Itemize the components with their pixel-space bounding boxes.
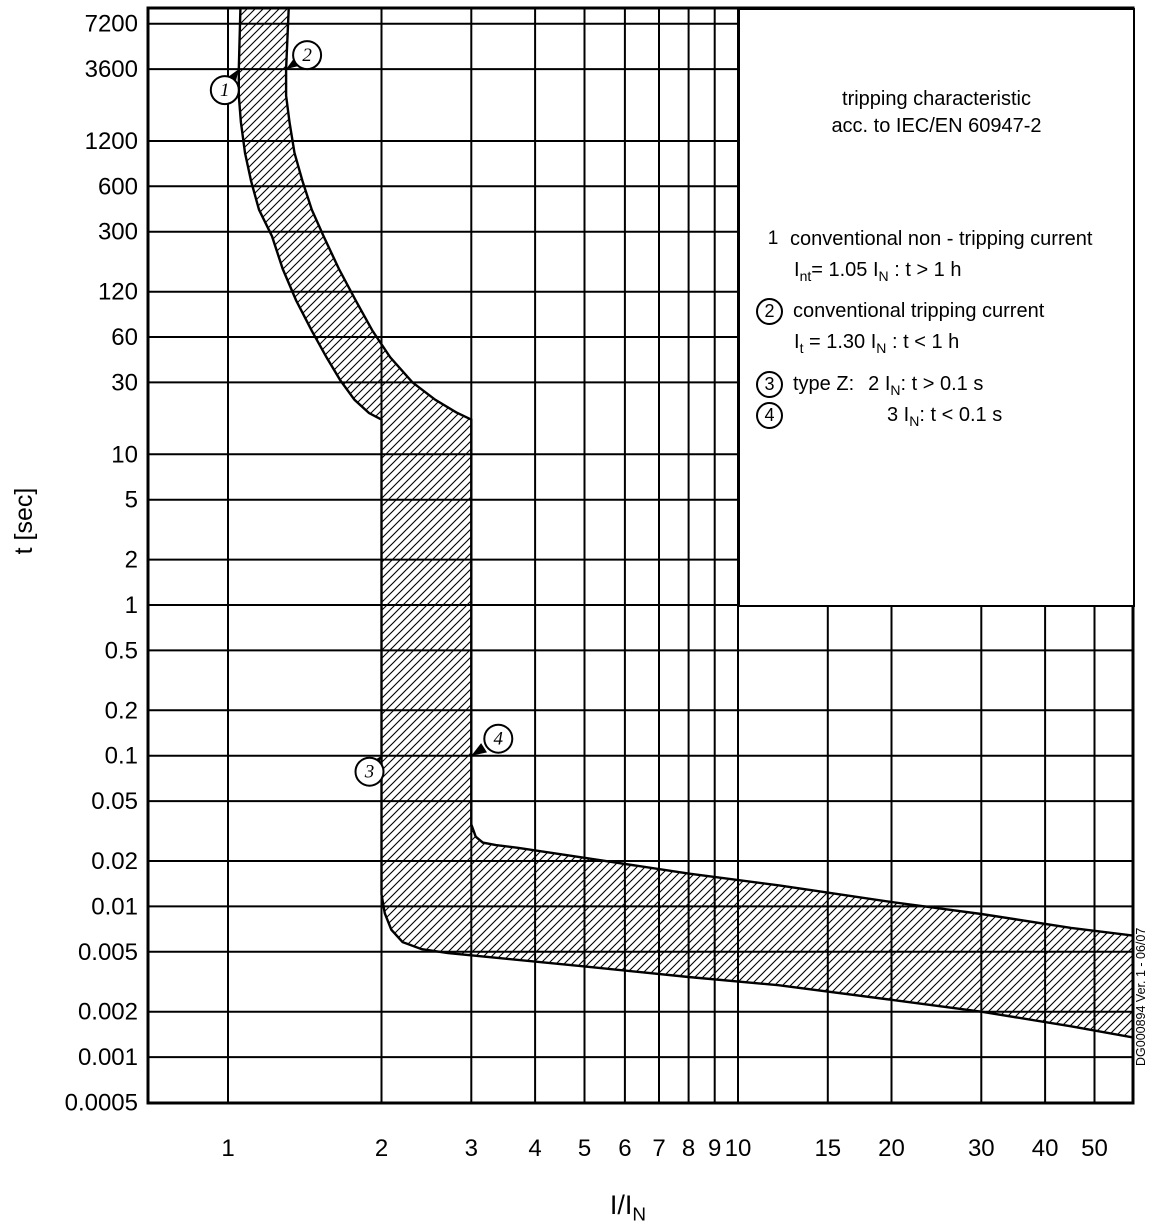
svg-text:3: 3: [465, 1135, 478, 1162]
legend-item-4-number: 4: [756, 401, 783, 429]
legend-item-3-prefix: type Z:: [793, 372, 855, 395]
legend-item-3: 3 type Z: 2 IN: t > 0.1 s: [756, 370, 983, 398]
marker-circle-1: [209, 75, 240, 106]
x-axis-title: I/IN: [609, 1190, 647, 1226]
legend-item-2: 2 conventional tripping current: [756, 297, 1044, 325]
marker-number-4: 4: [494, 729, 504, 750]
svg-text:600: 600: [98, 173, 138, 200]
legend-item-1-formula: Int= 1.05 IN : t > 1 h: [794, 258, 962, 284]
svg-text:7200: 7200: [85, 11, 138, 38]
marker-circle-3: [354, 756, 385, 787]
legend-item-4-text: 3 IN: t < 0.1 s: [887, 403, 1003, 429]
svg-text:30: 30: [111, 369, 138, 396]
svg-text:0.001: 0.001: [78, 1044, 138, 1071]
svg-text:10: 10: [111, 441, 138, 468]
svg-text:0.2: 0.2: [105, 697, 138, 724]
svg-text:20: 20: [878, 1135, 905, 1162]
svg-text:60: 60: [111, 324, 138, 351]
legend-item-2-text: conventional tripping current: [793, 299, 1045, 322]
svg-text:300: 300: [98, 219, 138, 246]
svg-text:0.005: 0.005: [78, 939, 138, 966]
svg-text:1200: 1200: [85, 128, 138, 155]
legend-item-1-text: conventional non - tripping current: [790, 227, 1093, 250]
document-number-watermark: DG000894 Ver. 1 - 06/07: [1134, 927, 1148, 1066]
svg-text:3600: 3600: [85, 56, 138, 83]
svg-text:8: 8: [682, 1135, 695, 1162]
legend-item-3-number: 3: [756, 370, 783, 398]
legend-item-3-text: 2 IN: t > 0.1 s: [868, 372, 984, 398]
svg-text:50: 50: [1081, 1135, 1108, 1162]
svg-text:0.0005: 0.0005: [65, 1090, 138, 1117]
svg-text:0.02: 0.02: [91, 848, 138, 875]
legend-item-1: 1 conventional non - tripping current: [760, 225, 1093, 253]
svg-text:0.01: 0.01: [91, 893, 138, 920]
y-tick-labels: 7200 3600 1200 600 300 120 60 30 10 5 2 1 0.5 0.2 0.1 0…: [65, 11, 138, 1117]
marker-number-3: 3: [364, 762, 375, 783]
marker-number-1: 1: [220, 80, 230, 101]
svg-text:2: 2: [375, 1135, 388, 1162]
legend-title-line2: acc. to IEC/EN 60947-2: [831, 115, 1042, 137]
svg-text:1: 1: [125, 592, 138, 619]
legend-item-4: 4 3 IN: t < 0.1 s: [756, 401, 1002, 429]
legend-title-line1: tripping characteristic: [842, 88, 1031, 110]
svg-text:15: 15: [814, 1135, 841, 1162]
lower-trip-curve: [237, 8, 1133, 1039]
tripping-band: [237, 8, 1133, 1039]
y-axis-title: t [sec]: [10, 487, 38, 555]
svg-text:120: 120: [98, 279, 138, 306]
marker-number-2: 2: [302, 45, 312, 66]
svg-text:4: 4: [528, 1135, 541, 1162]
legend-item-2-formula: It = 1.30 IN : t < 1 h: [794, 330, 960, 356]
marker-pointer-4: [471, 743, 487, 756]
legend-item-2-number: 2: [756, 297, 783, 325]
svg-text:10: 10: [725, 1135, 752, 1162]
svg-text:0.1: 0.1: [105, 743, 138, 770]
svg-text:5: 5: [578, 1135, 591, 1162]
svg-text:7: 7: [652, 1135, 665, 1162]
marker-circle-4: [483, 723, 514, 754]
legend-title: tripping characteristic acc. to IEC/EN 6…: [740, 86, 1133, 140]
legend-item-1-number: 1: [767, 228, 779, 249]
svg-text:0.5: 0.5: [105, 637, 138, 664]
svg-text:0.002: 0.002: [78, 999, 138, 1026]
svg-text:2: 2: [125, 547, 138, 574]
legend-panel: tripping characteristic acc. to IEC/EN 6…: [738, 8, 1135, 607]
svg-text:0.05: 0.05: [91, 788, 138, 815]
svg-text:40: 40: [1032, 1135, 1059, 1162]
x-tick-labels: 1 2 3 4 5 6 7 8 9 10 15 20 30 40 50: [221, 1135, 1108, 1162]
upper-trip-curve: [284, 8, 1133, 937]
svg-text:9: 9: [708, 1135, 721, 1162]
svg-text:1: 1: [221, 1135, 234, 1162]
svg-text:30: 30: [968, 1135, 995, 1162]
svg-text:6: 6: [618, 1135, 631, 1162]
svg-text:5: 5: [125, 487, 138, 514]
marker-circle-2: [292, 40, 323, 71]
